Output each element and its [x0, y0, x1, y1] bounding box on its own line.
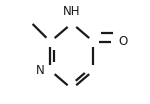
Text: N: N	[36, 64, 45, 77]
Text: NH: NH	[63, 5, 81, 18]
Text: O: O	[119, 35, 128, 48]
